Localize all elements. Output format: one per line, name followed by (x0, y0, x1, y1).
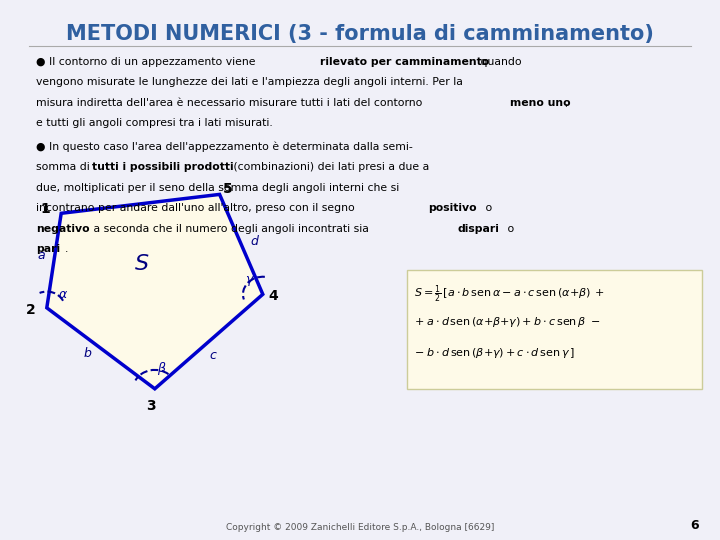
Text: $\alpha$: $\alpha$ (58, 288, 68, 301)
Text: (combinazioni) dei lati presi a due a: (combinazioni) dei lati presi a due a (230, 162, 430, 172)
Text: $\gamma$: $\gamma$ (245, 274, 255, 288)
Text: somma di: somma di (36, 162, 94, 172)
Text: vengono misurate le lunghezze dei lati e l'ampiezza degli angoli interni. Per la: vengono misurate le lunghezze dei lati e… (36, 77, 463, 87)
Text: quando: quando (477, 57, 521, 67)
Text: a seconda che il numero degli angoli incontrati sia: a seconda che il numero degli angoli inc… (90, 224, 372, 234)
Text: 1: 1 (40, 202, 50, 216)
Text: pari: pari (36, 244, 60, 254)
Text: 2: 2 (26, 303, 36, 318)
Text: e tutti gli angoli compresi tra i lati misurati.: e tutti gli angoli compresi tra i lati m… (36, 118, 273, 129)
Text: rilevato per camminamento: rilevato per camminamento (320, 57, 490, 67)
Text: a: a (37, 248, 45, 262)
Text: 6: 6 (690, 519, 698, 532)
Text: ● Il contorno di un appezzamento viene: ● Il contorno di un appezzamento viene (36, 57, 259, 67)
Text: misura indiretta dell'area è necessario misurare tutti i lati del contorno: misura indiretta dell'area è necessario … (36, 98, 426, 108)
Text: $\beta$: $\beta$ (157, 360, 167, 377)
Text: meno uno: meno uno (510, 98, 570, 108)
Text: 3: 3 (146, 399, 156, 413)
Text: .: . (65, 244, 68, 254)
Text: ● In questo caso l'area dell'appezzamento è determinata dalla semi-: ● In questo caso l'area dell'appezzament… (36, 141, 413, 152)
Text: incontrano per andare dall'uno all'altro, preso con il segno: incontrano per andare dall'uno all'altro… (36, 203, 359, 213)
Text: o: o (504, 224, 514, 234)
Text: $+\;a \cdot d\,\mathrm{sen}\,(\alpha{+}\beta{+}\gamma) + b \cdot c\,\mathrm{sen}: $+\;a \cdot d\,\mathrm{sen}\,(\alpha{+}\… (414, 315, 600, 329)
Text: 5: 5 (223, 182, 233, 196)
Text: due, moltiplicati per il seno della somma degli angoli interni che si: due, moltiplicati per il seno della somm… (36, 183, 400, 193)
Text: $S$: $S$ (134, 253, 150, 274)
Text: tutti i possibili prodotti: tutti i possibili prodotti (92, 162, 234, 172)
Text: o: o (482, 203, 492, 213)
FancyBboxPatch shape (407, 270, 702, 389)
Text: $S = \frac{1}{2}\,[a \cdot b\,\mathrm{sen}\,\alpha - a \cdot c\,\mathrm{sen}\,(\: $S = \frac{1}{2}\,[a \cdot b\,\mathrm{se… (414, 284, 605, 305)
Text: Copyright © 2009 Zanichelli Editore S.p.A., Bologna [6629]: Copyright © 2009 Zanichelli Editore S.p.… (226, 523, 494, 532)
Text: d: d (251, 235, 258, 248)
Text: c: c (209, 348, 216, 362)
Text: ,: , (564, 98, 567, 108)
Text: positivo: positivo (428, 203, 477, 213)
Text: b: b (84, 347, 91, 360)
Polygon shape (47, 194, 263, 389)
Text: 4: 4 (269, 289, 279, 303)
Text: negativo: negativo (36, 224, 89, 234)
Text: dispari: dispari (457, 224, 499, 234)
Text: METODI NUMERICI (3 - formula di camminamento): METODI NUMERICI (3 - formula di camminam… (66, 24, 654, 44)
Text: $-\;b \cdot d\,\mathrm{sen}\,(\beta{+}\gamma) + c \cdot d\,\mathrm{sen}\,\gamma\: $-\;b \cdot d\,\mathrm{sen}\,(\beta{+}\g… (414, 346, 575, 360)
